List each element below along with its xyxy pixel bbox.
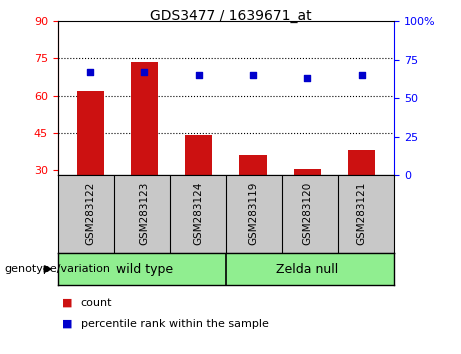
- Point: [195, 72, 202, 78]
- Bar: [239, 155, 266, 175]
- Point: [304, 75, 311, 81]
- Point: [358, 72, 365, 78]
- Bar: [131, 62, 158, 175]
- Point: [141, 69, 148, 75]
- Text: genotype/variation: genotype/variation: [5, 264, 111, 274]
- Text: wild type: wild type: [116, 263, 173, 275]
- Text: GDS3477 / 1639671_at: GDS3477 / 1639671_at: [150, 9, 311, 23]
- Point: [87, 69, 94, 75]
- Text: GSM283121: GSM283121: [357, 182, 366, 245]
- Point: [249, 72, 257, 78]
- Text: GSM283124: GSM283124: [194, 182, 204, 245]
- Text: GSM283122: GSM283122: [85, 182, 95, 245]
- Text: GSM283123: GSM283123: [140, 182, 149, 245]
- Bar: [294, 169, 321, 175]
- Text: Zelda null: Zelda null: [276, 263, 338, 275]
- Text: percentile rank within the sample: percentile rank within the sample: [81, 319, 269, 329]
- Text: GSM283119: GSM283119: [248, 182, 258, 245]
- Bar: [348, 150, 375, 175]
- Text: GSM283120: GSM283120: [302, 182, 312, 245]
- Text: ■: ■: [62, 298, 73, 308]
- Text: ■: ■: [62, 319, 73, 329]
- Bar: [185, 136, 213, 175]
- Bar: [77, 91, 104, 175]
- Text: count: count: [81, 298, 112, 308]
